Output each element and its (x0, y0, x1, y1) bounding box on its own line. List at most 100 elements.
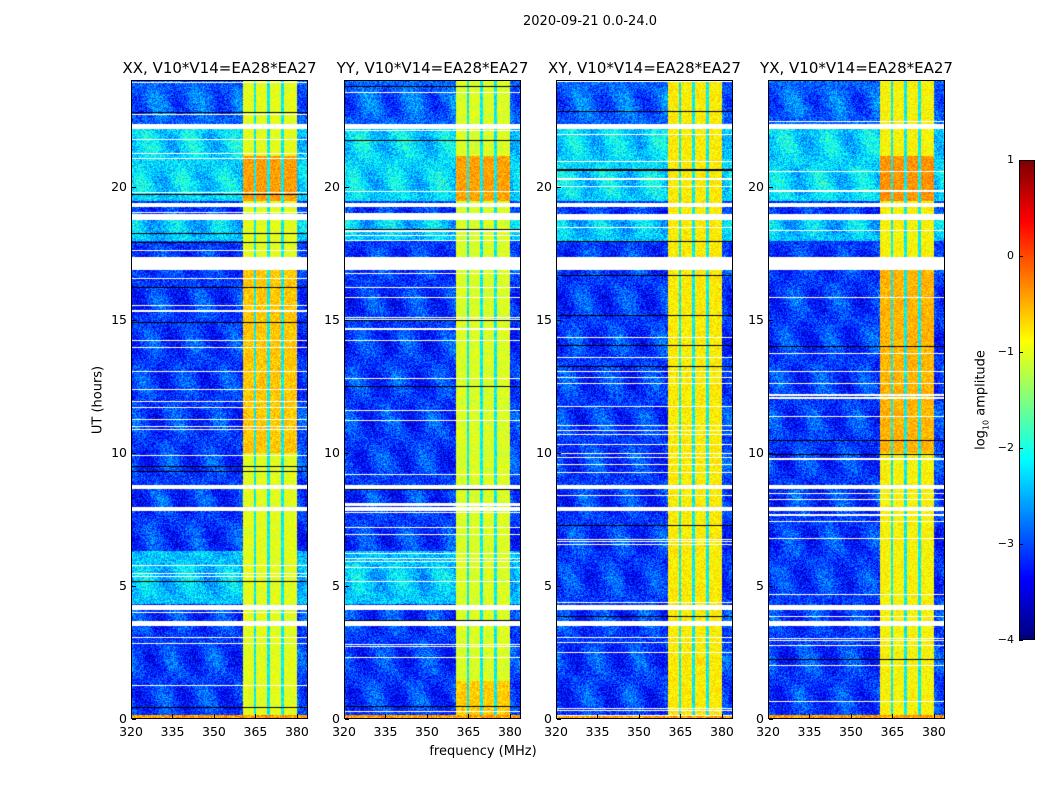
y-tick-label: 0 (332, 711, 340, 726)
x-tick-label: 320 (756, 724, 780, 739)
x-tick-mark (933, 714, 935, 718)
waterfall-panel-yx (768, 80, 945, 719)
x-tick-mark (809, 714, 811, 718)
x-tick-label: 335 (797, 724, 822, 739)
colorbar-tick-mark (1019, 544, 1023, 545)
y-tick-mark (769, 186, 773, 188)
waterfall-panel-yy (344, 80, 521, 719)
y-tick-label: 20 (324, 178, 340, 194)
x-tick-mark (892, 714, 894, 718)
y-tick-label: 10 (748, 444, 764, 460)
colorbar-tick-mark (1019, 352, 1023, 353)
colorbar-tick-label: 0 (1007, 249, 1014, 262)
colorbar-tick-mark (1019, 640, 1023, 641)
x-tick-mark (468, 714, 470, 718)
x-tick-mark (255, 714, 257, 718)
y-tick-mark (132, 452, 136, 454)
y-tick-label: 20 (536, 178, 552, 194)
heatmap-yy (345, 81, 520, 718)
y-tick-mark (132, 585, 136, 587)
x-tick-mark (296, 714, 298, 718)
panel-title-xy: XY, V10*V14=EA28*EA27 (548, 59, 741, 77)
panel-title-xx: XX, V10*V14=EA28*EA27 (122, 59, 317, 77)
x-axis-label: frequency (MHz) (429, 744, 537, 759)
x-tick-mark (721, 714, 723, 718)
colorbar-tick-label: −4 (997, 633, 1014, 646)
y-tick-mark (769, 319, 773, 321)
x-tick-mark (597, 714, 599, 718)
x-tick-label: 380 (498, 724, 522, 739)
x-tick-label: 350 (839, 724, 863, 739)
colorbar-tick-label: −1 (997, 345, 1014, 358)
y-tick-mark (769, 719, 773, 720)
x-tick-label: 320 (544, 724, 568, 739)
y-tick-mark (345, 186, 349, 188)
colorbar-tick-mark (1019, 256, 1023, 257)
y-tick-mark (557, 719, 561, 720)
y-tick-mark (557, 585, 561, 587)
x-tick-label: 365 (456, 724, 481, 739)
x-tick-label: 380 (710, 724, 734, 739)
figure-title: 2020-09-21 0.0-24.0 (523, 14, 657, 29)
y-tick-label: 15 (748, 311, 764, 327)
x-tick-label: 335 (160, 724, 185, 739)
colorbar-tick-label: 1 (1007, 153, 1014, 166)
y-tick-label: 0 (119, 711, 127, 726)
y-tick-label: 5 (332, 577, 340, 593)
x-tick-label: 350 (415, 724, 439, 739)
y-tick-label: 5 (756, 577, 764, 593)
x-tick-label: 365 (880, 724, 905, 739)
y-tick-label: 15 (111, 311, 127, 327)
y-tick-mark (769, 452, 773, 454)
x-tick-mark (344, 714, 345, 718)
colorbar-tick-label: −2 (997, 441, 1014, 454)
x-tick-label: 380 (922, 724, 946, 739)
x-tick-mark (556, 714, 557, 718)
x-tick-label: 350 (627, 724, 651, 739)
y-tick-label: 0 (544, 711, 552, 726)
x-tick-mark (131, 714, 132, 718)
y-tick-label: 10 (111, 444, 127, 460)
y-tick-label: 15 (536, 311, 552, 327)
y-tick-mark (769, 585, 773, 587)
x-tick-mark (638, 714, 640, 718)
y-tick-label: 5 (119, 577, 127, 593)
x-tick-mark (426, 714, 428, 718)
heatmap-xy (557, 81, 732, 718)
x-tick-mark (680, 714, 682, 718)
heatmap-yx (769, 81, 944, 718)
waterfall-panel-xx (131, 80, 308, 719)
y-tick-mark (132, 319, 136, 321)
y-tick-mark (557, 319, 561, 321)
y-tick-label: 15 (324, 311, 340, 327)
colorbar (1019, 160, 1035, 640)
y-tick-mark (345, 719, 349, 720)
y-tick-label: 20 (748, 178, 764, 194)
y-tick-label: 0 (756, 711, 764, 726)
x-tick-label: 320 (332, 724, 356, 739)
y-tick-label: 5 (544, 577, 552, 593)
x-tick-mark (172, 714, 174, 718)
x-tick-mark (213, 714, 215, 718)
panel-title-yy: YY, V10*V14=EA28*EA27 (336, 59, 529, 77)
x-tick-label: 380 (285, 724, 309, 739)
x-tick-label: 335 (585, 724, 610, 739)
colorbar-label: log10 amplitude (973, 350, 991, 450)
x-tick-label: 365 (243, 724, 268, 739)
y-tick-mark (345, 452, 349, 454)
y-tick-label: 10 (324, 444, 340, 460)
x-tick-mark (850, 714, 852, 718)
y-tick-mark (557, 452, 561, 454)
x-tick-label: 335 (373, 724, 398, 739)
heatmap-xx (132, 81, 307, 718)
y-tick-mark (557, 186, 561, 188)
panel-title-yx: YX, V10*V14=EA28*EA27 (760, 59, 953, 77)
y-tick-label: 10 (536, 444, 552, 460)
x-tick-mark (385, 714, 387, 718)
y-tick-mark (345, 319, 349, 321)
colorbar-tick-label: −3 (997, 537, 1014, 550)
x-tick-label: 320 (119, 724, 143, 739)
colorbar-tick-mark (1019, 160, 1023, 161)
x-tick-mark (768, 714, 769, 718)
